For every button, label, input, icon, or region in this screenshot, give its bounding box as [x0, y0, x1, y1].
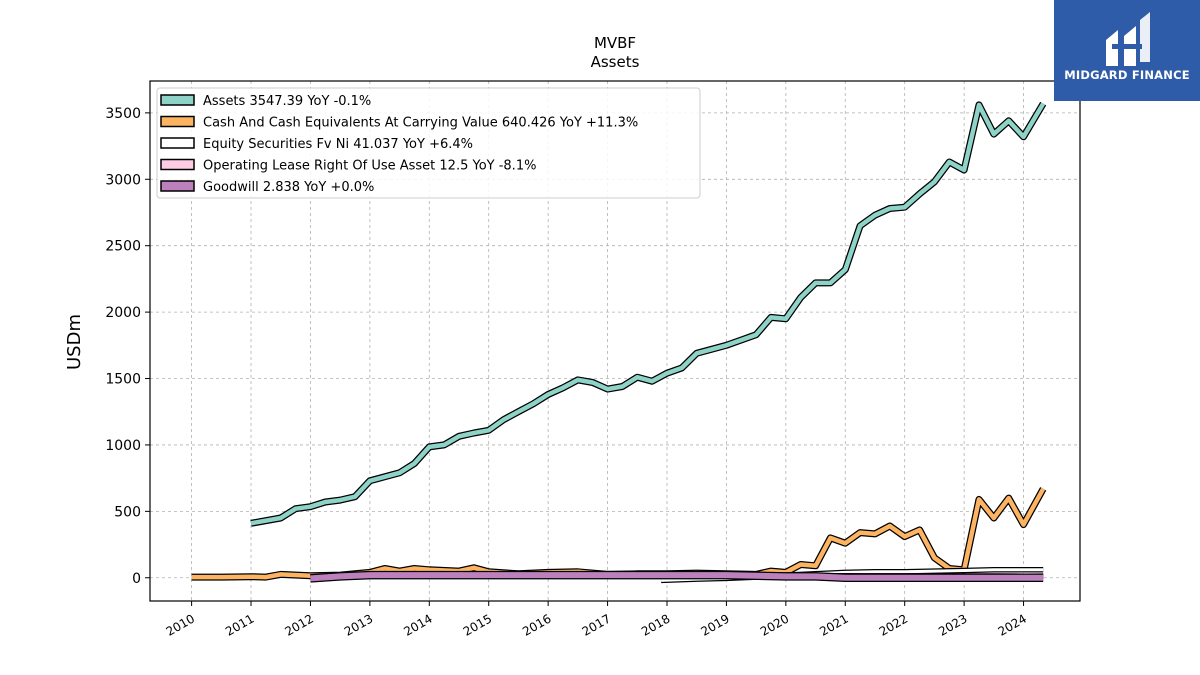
midgard-finance-logo: MIDGARD FINANCE	[1054, 0, 1200, 101]
legend-label: Assets 3547.39 YoY -0.1%	[203, 94, 371, 109]
series-line-4	[310, 572, 1044, 582]
legend-label: Operating Lease Right Of Use Asset 12.5 …	[203, 159, 536, 174]
series-line-0	[250, 102, 1046, 526]
y-tick-label: 500	[114, 504, 141, 520]
legend: Assets 3547.39 YoY -0.1% Cash And Cash Eq…	[156, 87, 701, 199]
y-tick-label: 2500	[105, 239, 141, 255]
y-tick-label: 2000	[105, 305, 141, 321]
legend-swatch	[160, 137, 195, 149]
x-tick-label: 2014	[401, 611, 434, 638]
x-tick-label: 2021	[817, 611, 850, 638]
x-tick-label: 2013	[342, 611, 375, 638]
y-tick-label: 1000	[105, 438, 141, 454]
legend-swatch	[160, 180, 195, 192]
y-tick-label: 3000	[105, 172, 141, 188]
y-axis-label: USDm	[64, 314, 85, 370]
x-tick-label: 2016	[520, 611, 553, 638]
x-tick-label: 2011	[223, 611, 256, 638]
x-tick-label: 2017	[580, 611, 613, 638]
x-tick-label: 2010	[164, 611, 197, 638]
y-axis: 0 500 1000 1500 2000 2500 3000 3500	[105, 106, 150, 587]
legend-label: Equity Securities Fv Ni 41.037 YoY +6.4%	[203, 137, 473, 152]
x-axis: 2010 2011 2012 2013 2014 2015 2016 2017 2018 2019…	[164, 601, 1029, 639]
series-lines	[191, 101, 1047, 584]
x-tick-label: 2012	[282, 611, 315, 638]
legend-swatch	[160, 158, 195, 171]
legend-swatch	[160, 115, 195, 128]
x-tick-label: 2022	[877, 611, 910, 638]
x-tick-label: 2015	[461, 611, 494, 638]
x-tick-label: 2024	[996, 611, 1029, 638]
chart-title: MVBF	[594, 34, 636, 52]
y-tick-label: 1500	[105, 372, 141, 388]
x-tick-label: 2023	[936, 611, 969, 638]
chart-subtitle: Assets	[591, 53, 640, 71]
plot-frame	[149, 80, 1081, 602]
midgard-logo-icon	[1106, 12, 1150, 66]
x-tick-label: 2018	[639, 611, 672, 638]
legend-box	[156, 87, 701, 199]
logo-text: MIDGARD FINANCE	[1064, 68, 1190, 82]
x-tick-label: 2020	[758, 611, 791, 638]
legend-label: Goodwill 2.838 YoY +0.0%	[203, 180, 374, 195]
x-tick-label: 2019	[698, 611, 731, 638]
y-tick-label: 3500	[105, 106, 141, 122]
legend-label: Cash And Cash Equivalents At Carrying Va…	[203, 116, 638, 131]
y-tick-label: 0	[132, 571, 141, 587]
legend-swatch	[160, 94, 195, 106]
